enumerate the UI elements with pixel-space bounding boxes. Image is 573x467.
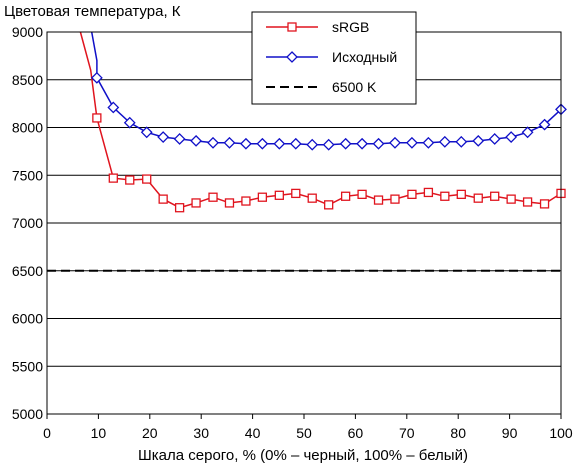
data-point — [356, 137, 369, 150]
data-point — [423, 187, 434, 198]
x-tick-label: 10 — [91, 425, 107, 441]
data-point — [521, 126, 534, 139]
data-point — [140, 126, 153, 139]
legend: sRGB Исходный 6500 K — [251, 11, 417, 105]
data-point — [274, 190, 284, 200]
data-point — [241, 196, 251, 206]
data-point — [289, 137, 302, 150]
data-point — [92, 113, 102, 123]
x-tick-label: 50 — [296, 425, 312, 441]
data-point — [488, 133, 501, 145]
data-point — [389, 136, 401, 149]
legend-label: Исходный — [332, 49, 397, 65]
data-point — [538, 118, 551, 131]
data-point — [357, 189, 367, 200]
data-point — [407, 189, 417, 200]
legend-item: sRGB — [266, 19, 369, 35]
data-point — [422, 136, 435, 149]
y-tick-label: 5000 — [12, 406, 43, 422]
data-point — [455, 135, 468, 148]
data-point — [324, 200, 334, 210]
data-point — [506, 194, 516, 204]
y-tick-label: 8500 — [12, 72, 43, 88]
data-point — [440, 191, 450, 201]
data-point — [473, 193, 483, 203]
data-point — [322, 138, 335, 151]
series-0 — [79, 31, 566, 213]
data-point — [158, 194, 168, 204]
data-point — [157, 131, 170, 143]
legend-item: 6500 K — [266, 79, 377, 95]
data-point — [539, 199, 550, 209]
y-tick-label: 7000 — [12, 215, 43, 231]
data-point — [456, 189, 466, 200]
data-point — [438, 135, 451, 148]
x-tick-label: 100 — [549, 425, 573, 441]
y-axis-ticks: 5000 5500 6000 6500 7000 7500 8000 8500 9000 — [12, 24, 43, 422]
data-point — [273, 137, 286, 150]
x-axis-label: Шкала серого, % (0% – черный, 100% – бел… — [138, 447, 468, 464]
y-tick-label: 8000 — [12, 120, 43, 136]
data-point — [372, 137, 385, 150]
data-point — [340, 191, 351, 201]
legend-marker — [286, 51, 298, 63]
x-tick-label: 70 — [399, 425, 415, 441]
data-point — [173, 133, 186, 145]
x-axis-ticks: 0 10 20 30 40 50 60 70 80 90 100 — [43, 414, 573, 441]
data-point — [223, 136, 236, 149]
y-tick-label: 5500 — [12, 358, 43, 374]
data-point — [490, 191, 500, 201]
y-axis-label: Цветовая температура, К — [4, 3, 181, 20]
data-point — [390, 194, 400, 204]
data-point — [406, 136, 418, 149]
data-point — [239, 137, 252, 150]
data-point — [522, 197, 533, 207]
y-tick-label: 7500 — [12, 167, 43, 183]
data-point — [373, 195, 384, 205]
data-point — [306, 138, 319, 151]
data-point — [307, 193, 317, 203]
data-point — [256, 137, 269, 150]
data-point — [291, 188, 301, 199]
x-tick-label: 0 — [43, 425, 51, 441]
legend-label: 6500 K — [332, 79, 377, 95]
legend-marker — [287, 22, 297, 32]
data-point — [472, 134, 485, 147]
data-point — [107, 101, 120, 114]
x-tick-label: 60 — [348, 425, 364, 441]
x-tick-label: 80 — [450, 425, 466, 441]
legend-item: Исходный — [266, 49, 397, 65]
data-point — [339, 137, 352, 150]
legend-label: sRGB — [332, 19, 369, 35]
data-point — [123, 116, 136, 129]
x-tick-label: 20 — [142, 425, 158, 441]
data-point — [191, 198, 201, 208]
data-point — [125, 175, 135, 185]
data-point — [90, 71, 103, 84]
data-point — [257, 192, 268, 202]
x-tick-label: 90 — [502, 425, 518, 441]
data-point — [190, 134, 202, 147]
x-tick-label: 30 — [193, 425, 209, 441]
data-point — [505, 131, 518, 143]
data-point — [208, 192, 218, 202]
series-1 — [90, 31, 567, 151]
y-tick-label: 6000 — [12, 311, 43, 327]
series-layer — [47, 31, 567, 272]
data-point — [207, 136, 219, 149]
data-point — [142, 174, 152, 184]
data-point — [174, 203, 185, 213]
y-tick-label: 6500 — [12, 263, 43, 279]
y-tick-label: 9000 — [12, 24, 43, 40]
data-point — [224, 198, 235, 208]
x-tick-label: 40 — [245, 425, 261, 441]
data-point — [108, 173, 118, 183]
